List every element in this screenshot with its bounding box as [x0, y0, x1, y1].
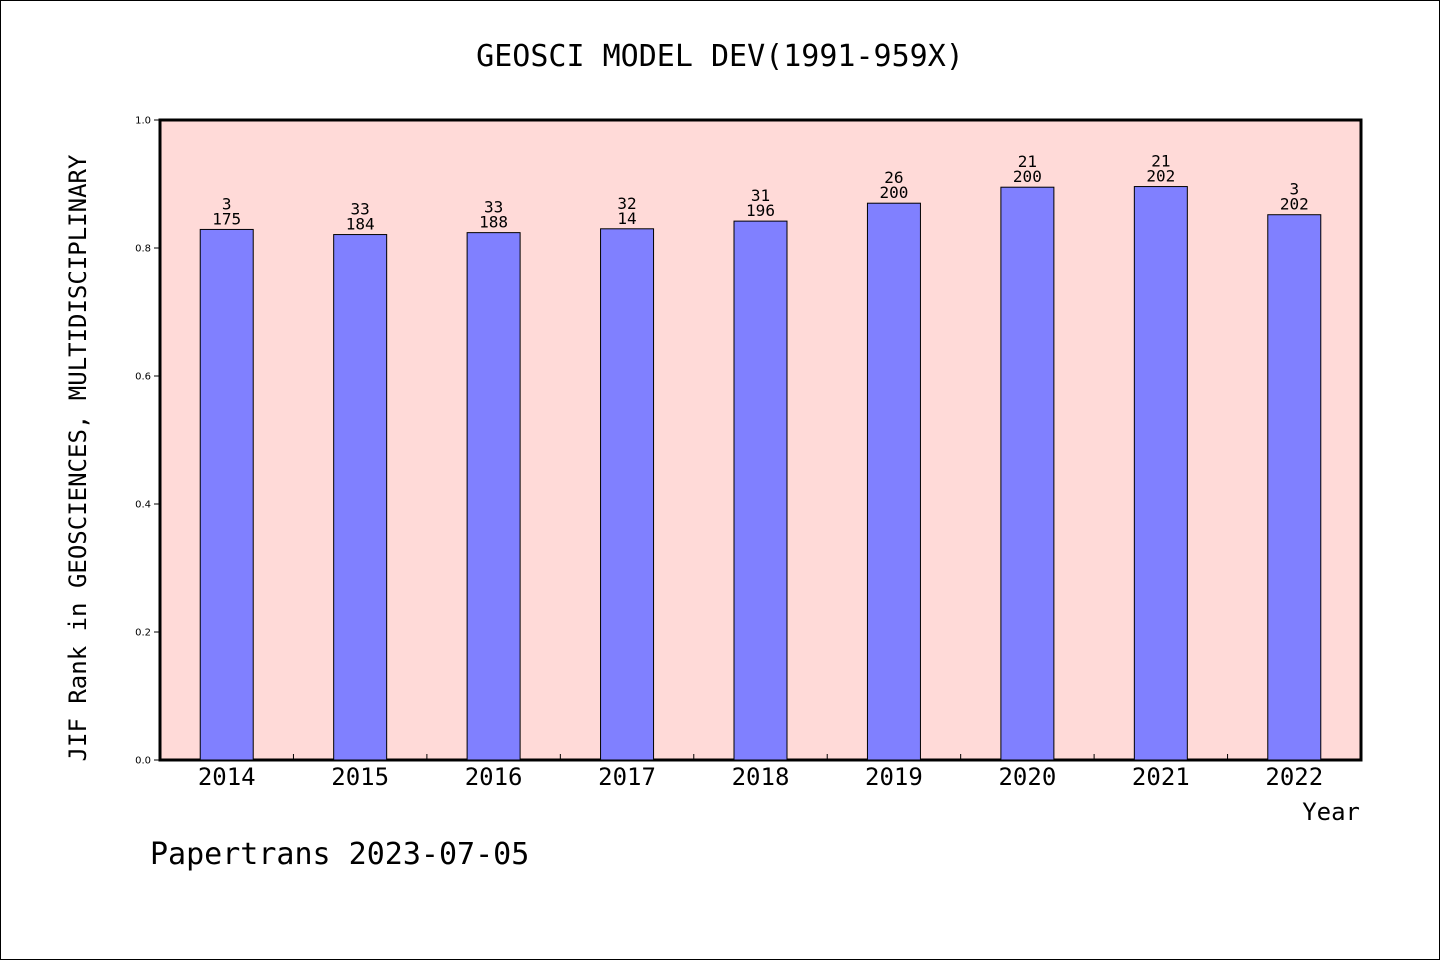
y-tick-label: 1.0	[135, 116, 151, 127]
bar-label-top: 26	[884, 168, 903, 187]
chart-title: GEOSCI MODEL DEV(1991-959X)	[476, 39, 964, 74]
x-tick-label: 2018	[732, 763, 790, 791]
bar-label-bottom: 184	[346, 215, 375, 234]
x-axis-ticks: 2014 2015 2016 2017 2018 2019 2020 2021 2022	[198, 754, 1323, 791]
bar-label-bottom: 202	[1280, 195, 1309, 214]
bar-label-top: 31	[751, 186, 770, 205]
x-tick-label: 2016	[465, 763, 523, 791]
bar-label-top: 21	[1018, 152, 1037, 171]
bar-label-bottom: 200	[1013, 167, 1042, 186]
bar-label-bottom: 196	[746, 201, 775, 220]
bar-label-top: 3	[222, 194, 232, 213]
bar-label-bottom: 175	[212, 209, 241, 228]
y-tick-label: 0.6	[135, 372, 151, 383]
bar-2019	[866, 202, 921, 761]
bar-2017	[600, 228, 655, 761]
bar-label-bottom: 14	[617, 209, 636, 228]
bar-label-top: 21	[1151, 152, 1170, 171]
bar-2022	[1267, 214, 1322, 761]
bars: 3175331843318832143119626200212002120232…	[199, 152, 1322, 761]
bar-2021	[1133, 186, 1188, 761]
x-tick-label: 2020	[998, 763, 1056, 791]
bar-label-bottom: 200	[879, 183, 908, 202]
y-axis-ticks: 0.0 0.2 0.4 0.6 0.8 1.0	[135, 116, 160, 767]
x-tick-label: 2022	[1265, 763, 1323, 791]
y-axis-label: JIF Rank in GEOSCIENCES, MULTIDISCIPLINA…	[64, 154, 92, 761]
bar-2018	[733, 220, 788, 761]
bar-2016	[466, 232, 521, 761]
x-axis-label: Year	[1302, 798, 1360, 826]
bar-2015	[333, 234, 388, 761]
bar-label-top: 32	[617, 194, 636, 213]
bar-label-top: 3	[1289, 180, 1299, 199]
bar-label-bottom: 202	[1146, 167, 1175, 186]
y-tick-label: 0.2	[135, 628, 151, 639]
bar-2014	[199, 228, 254, 761]
x-tick-label: 2019	[865, 763, 923, 791]
y-tick-label: 0.4	[135, 500, 151, 511]
x-tick-label: 2021	[1132, 763, 1190, 791]
x-tick-label: 2014	[198, 763, 256, 791]
bar-label-bottom: 188	[479, 213, 508, 232]
bar-2020	[1000, 186, 1055, 761]
x-tick-label: 2017	[598, 763, 656, 791]
footer-credit: Papertrans 2023-07-05	[150, 837, 529, 872]
y-tick-label: 0.8	[135, 244, 151, 255]
bar-label-top: 33	[484, 198, 503, 217]
y-tick-label: 0.0	[135, 756, 151, 767]
x-tick-label: 2015	[331, 763, 389, 791]
bar-label-top: 33	[351, 200, 370, 219]
